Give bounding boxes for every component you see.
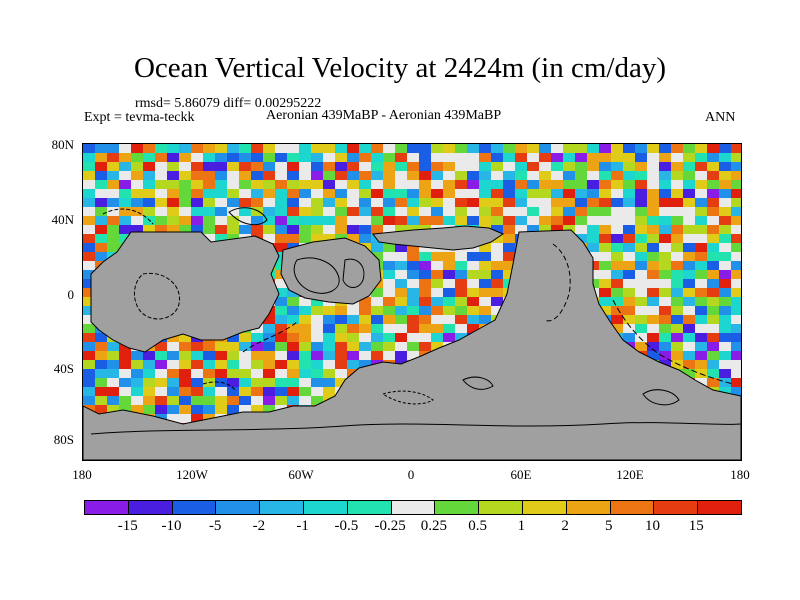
colorbar [84, 500, 742, 515]
colorbar-label: 1 [517, 518, 526, 534]
colorbar-swatch [698, 501, 741, 514]
lat-tick-80s: 80S [53, 432, 74, 447]
colorbar-label: -5 [208, 518, 222, 534]
colorbar-label: -10 [161, 518, 182, 534]
colorbar-swatch [172, 501, 217, 514]
colorbar-label: 0.5 [468, 518, 487, 534]
colorbar-label: -0.5 [334, 518, 359, 534]
map-canvas [83, 144, 741, 460]
colorbar-label: -1 [296, 518, 309, 534]
lon-tick-180e: 180 [730, 467, 750, 482]
colorbar-swatch [128, 501, 173, 514]
colorbar-swatch [479, 501, 523, 514]
colorbar-swatch [566, 501, 611, 514]
chart-title: Ocean Vertical Velocity at 2424m (in cm/… [133, 52, 667, 84]
colorbar-swatch [216, 501, 261, 514]
colorbar-label: -2 [252, 518, 266, 534]
colorbar-swatch [391, 501, 436, 514]
colorbar-swatch [435, 501, 480, 514]
colorbar-label: 15 [688, 518, 704, 534]
colorbar-swatch [303, 501, 348, 514]
map-panel [82, 143, 742, 461]
colorbar-label: -0.25 [374, 518, 406, 534]
lat-tick-40n: 40N [51, 212, 74, 227]
colorbar-swatch [654, 501, 699, 514]
lat-tick-80n: 80N [51, 137, 74, 152]
colorbar-label: 2 [561, 518, 569, 534]
lat-tick-40s: 40S [53, 361, 74, 376]
landmass-west [90, 231, 280, 353]
landmass-east [83, 229, 741, 460]
landmass-north-strip [372, 225, 505, 251]
lon-tick-120e: 120E [616, 467, 644, 482]
lon-tick-60e: 60E [510, 467, 532, 482]
lon-tick-180w: 180 [72, 467, 92, 482]
colorbar-swatch [347, 501, 392, 514]
colorbar-label: 0.25 [420, 518, 447, 534]
stats-text: rmsd= 5.86079 diff= 0.00295222 [135, 96, 322, 111]
experiment-label: Expt = tevma-teckk [84, 110, 195, 125]
colorbar-swatch [260, 501, 304, 514]
season-label: ANN [705, 110, 736, 125]
lon-tick-120w: 120W [176, 467, 208, 482]
colorbar-label: 10 [645, 518, 661, 534]
colorbar-swatch [522, 501, 567, 514]
colorbar-label: 5 [605, 518, 613, 534]
colorbar-swatch [85, 501, 129, 514]
lon-tick-0: 0 [407, 467, 415, 482]
colorbar-label: -15 [117, 518, 138, 534]
comparison-label: Aeronian 439MaBP - Aeronian 439MaBP [266, 108, 502, 123]
colorbar-swatch [610, 501, 655, 514]
lat-tick-0: 0 [67, 287, 75, 302]
lon-tick-60w: 60W [288, 467, 314, 482]
